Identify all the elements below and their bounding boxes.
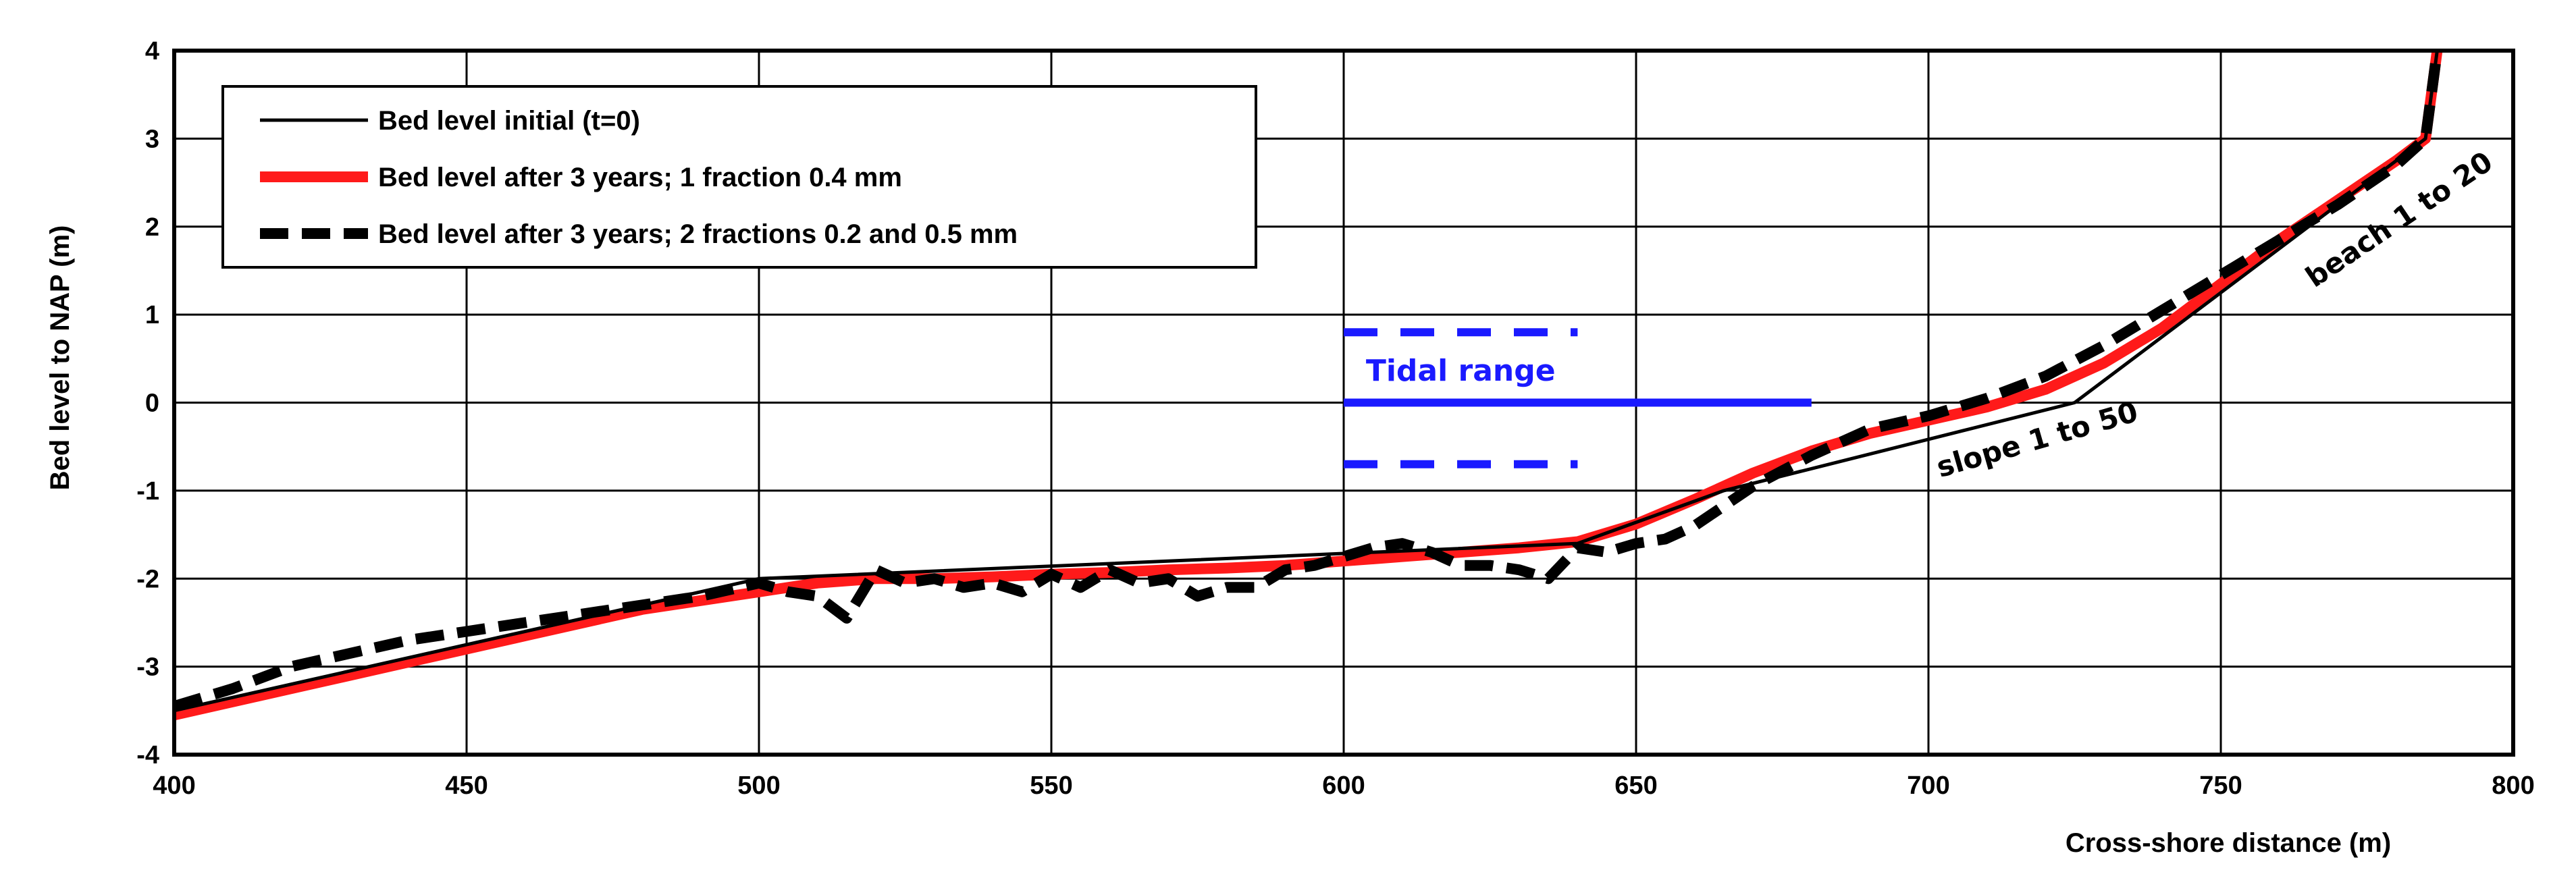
legend-label-one-fraction: Bed level after 3 years; 1 fraction 0.4 … — [378, 163, 902, 192]
tidal-range-label: Tidal range — [1366, 354, 1556, 388]
series-initial-line — [174, 50, 2439, 713]
x-tick-label: 500 — [737, 772, 780, 800]
tidal-range-lines: Tidal range — [1344, 328, 1812, 468]
tick-labels: 400 450 500 550 600 650 700 750 800 -4 -3 -2 -1 0 1 2 3 4 — [136, 37, 2535, 800]
x-tick-label: 400 — [153, 772, 195, 800]
y-tick-label: 4 — [145, 37, 159, 65]
y-axis-title: Bed level to NAP (m) — [45, 225, 75, 491]
y-tick-label: -1 — [136, 477, 159, 506]
plot-frame — [172, 49, 2515, 757]
x-tick-label: 700 — [1907, 772, 1949, 800]
y-tick-label: -2 — [136, 565, 159, 593]
x-tick-label: 750 — [2199, 772, 2242, 800]
series-one-fraction-line — [173, 49, 2443, 721]
x-tick-label: 450 — [445, 772, 488, 800]
series-layer — [172, 49, 2443, 721]
x-axis-title: Cross-shore distance (m) — [2066, 828, 2391, 858]
y-tick-label: -3 — [136, 653, 159, 682]
y-tick-label: -4 — [136, 741, 159, 769]
y-tick-label: 3 — [145, 125, 159, 153]
x-tick-label: 550 — [1030, 772, 1072, 800]
x-tick-label: 800 — [2492, 772, 2534, 800]
x-tick-label: 650 — [1614, 772, 1657, 800]
legend-label-initial: Bed level initial (t=0) — [378, 106, 640, 136]
legend: Bed level initial (t=0) Bed level after … — [221, 85, 1257, 269]
legend-box — [221, 85, 1257, 269]
x-tick-label: 600 — [1322, 772, 1365, 800]
y-tick-label: 2 — [145, 213, 159, 242]
series-two-fractions-line — [172, 49, 2443, 711]
legend-label-two-fractions: Bed level after 3 years; 2 fractions 0.2… — [378, 219, 1018, 249]
y-tick-label: 0 — [145, 389, 159, 418]
y-tick-label: 1 — [145, 301, 159, 329]
